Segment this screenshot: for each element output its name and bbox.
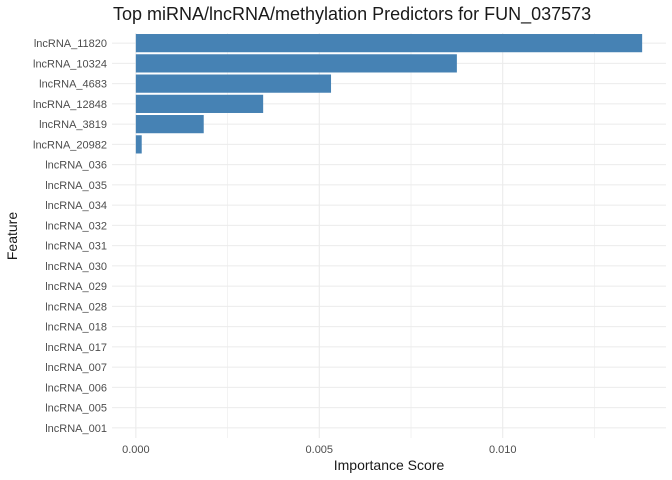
y-tick-label: lncRNA_001 bbox=[45, 423, 107, 435]
y-tick-labels: lncRNA_11820 lncRNA_10324 lncRNA_4683 lncRN… bbox=[33, 38, 107, 435]
y-tick-label: lncRNA_11820 bbox=[34, 38, 107, 50]
y-tick-label: lncRNA_005 bbox=[45, 403, 107, 415]
x-tick-labels: 0.000 0.005 0.010 bbox=[122, 444, 516, 456]
bar-lncRNA_3819 bbox=[135, 115, 204, 134]
y-tick-label: lncRNA_007 bbox=[45, 362, 107, 374]
y-tick-label: lncRNA_4683 bbox=[39, 79, 107, 91]
y-tick-label: lncRNA_006 bbox=[45, 382, 107, 394]
y-tick-label: lncRNA_030 bbox=[45, 261, 107, 273]
y-tick-label: lncRNA_10324 bbox=[33, 58, 107, 70]
y-tick-label: lncRNA_032 bbox=[45, 220, 107, 232]
y-tick-label: lncRNA_036 bbox=[45, 160, 107, 172]
x-tick-label: 0.000 bbox=[122, 444, 150, 456]
y-tick-label: lncRNA_035 bbox=[45, 180, 107, 192]
x-axis-title: Importance Score bbox=[334, 457, 445, 473]
bar-lncRNA_10324 bbox=[135, 54, 457, 73]
y-tick-label: lncRNA_017 bbox=[45, 342, 107, 354]
y-tick-label: lncRNA_034 bbox=[45, 200, 107, 212]
y-tick-label: lncRNA_029 bbox=[45, 281, 107, 293]
bar-lncRNA_12848 bbox=[135, 94, 264, 113]
bar-lncRNA_11820 bbox=[135, 34, 643, 53]
x-tick-label: 0.010 bbox=[489, 444, 517, 456]
chart-title: Top miRNA/lncRNA/methylation Predictors … bbox=[113, 4, 591, 25]
y-tick-label: lncRNA_20982 bbox=[33, 139, 107, 151]
grid-lines bbox=[112, 33, 666, 438]
bars bbox=[135, 34, 643, 154]
bar-lncRNA_20982 bbox=[135, 135, 142, 154]
y-tick-label: lncRNA_031 bbox=[45, 241, 107, 253]
y-tick-label: lncRNA_028 bbox=[45, 301, 107, 313]
y-tick-label: lncRNA_12848 bbox=[33, 99, 107, 111]
x-tick-label: 0.005 bbox=[306, 444, 334, 456]
y-axis-title: Feature bbox=[4, 212, 20, 260]
y-tick-label: lncRNA_018 bbox=[45, 322, 107, 334]
y-tick-label: lncRNA_3819 bbox=[39, 119, 107, 131]
bar-lncRNA_4683 bbox=[135, 74, 332, 93]
